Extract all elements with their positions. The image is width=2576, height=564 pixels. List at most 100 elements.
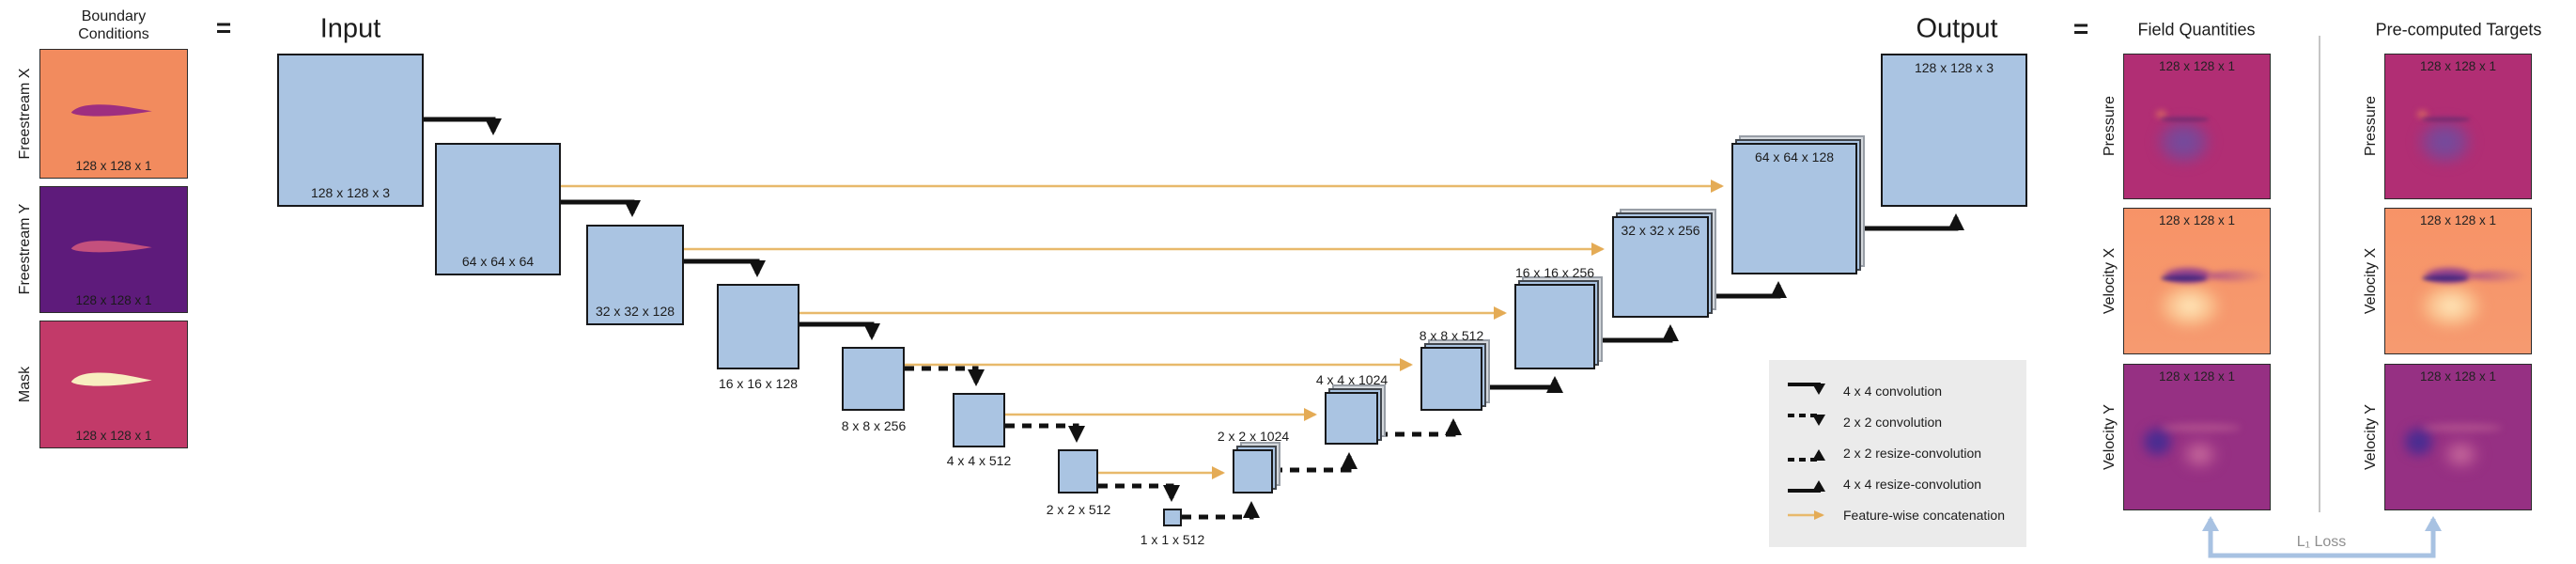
velocity-y-target-label: Velocity Y [2363, 404, 2379, 470]
velocity-x-target-dims: 128 x 128 x 1 [2419, 213, 2497, 227]
elbow-up-solid-arrow-icon [1788, 479, 1825, 493]
velocity-x-bright-glow [2147, 274, 2232, 337]
mask-label: Mask [17, 366, 33, 403]
velocity-x-field-dims: 128 x 128 x 1 [2158, 213, 2236, 227]
input-title: Input [319, 13, 381, 44]
airfoil-shape-icon [70, 103, 152, 117]
field-quantities-header: Field Quantities [2137, 20, 2256, 39]
precomputed-targets-header: Pre-computed Targets [2375, 20, 2542, 39]
unet-block-dec-32x32x256: 32 x 32 x 256 [1612, 216, 1709, 318]
block-dims: 32 x 32 x 128 [595, 304, 675, 319]
freestream-y-label: Freestream Y [17, 203, 33, 295]
unet-block-dec-64x64x128: 64 x 64 x 128 [1731, 143, 1857, 274]
block-dims: 4 x 4 x 512 [946, 453, 1012, 468]
column-divider [2319, 36, 2320, 512]
velocity-y-field-label: Velocity Y [2102, 404, 2118, 470]
unet-block-dec-2x2x1024 [1233, 449, 1273, 494]
orange-right-arrow-icon [1788, 509, 1824, 520]
unet-block-dec-4x4x1024 [1325, 392, 1378, 445]
block-dims: 1 x 1 x 512 [1140, 532, 1205, 547]
output-title: Output [1916, 13, 1998, 44]
block-dims: 2 x 2 x 512 [1046, 502, 1111, 517]
elbow-up-dashed-arrow-icon [1788, 448, 1825, 462]
velocity-x-field-label: Velocity X [2102, 247, 2118, 315]
block-dims: 128 x 128 x 3 [310, 185, 391, 200]
pressure-target-dims: 128 x 128 x 1 [2419, 59, 2497, 73]
block-dims: 128 x 128 x 3 [1914, 60, 1994, 75]
velocity-y-field-image: 128 x 128 x 1 [2123, 364, 2271, 510]
unet-block-enc-8x8x256 [842, 347, 905, 411]
block-dims: 64 x 64 x 64 [461, 254, 535, 269]
velocity-x-bright-glow [2408, 274, 2493, 337]
pressure-lobe [2147, 112, 2221, 173]
unet-block-enc-16x16x128 [717, 284, 799, 369]
velocity-y-streak [2421, 424, 2502, 431]
elbow-down-solid-arrow-icon [1788, 382, 1825, 395]
block-dims: 8 x 8 x 512 [1419, 328, 1484, 343]
l1-loss-label: L₁ Loss [2289, 534, 2354, 551]
unet-block-enc-2x2x512 [1058, 449, 1098, 494]
airfoil-edge-line [2421, 118, 2470, 122]
airfoil-shape-icon [70, 372, 152, 386]
velocity-y-field-dims: 128 x 128 x 1 [2158, 369, 2236, 384]
unet-block-enc-4x4x512 [953, 393, 1005, 447]
legend-item-resize4: 4 x 4 resize-convolution [1785, 468, 2026, 499]
pressure-field-image: 128 x 128 x 1 [2123, 54, 2271, 199]
pressure-target-image: 128 x 128 x 1 [2384, 54, 2532, 199]
legend-label: Feature-wise concatenation [1843, 507, 2005, 523]
unet-block-input-128x128x3: 128 x 128 x 3 [277, 54, 424, 207]
unet-block-bottleneck-1x1x512 [1163, 509, 1182, 526]
velocity-x-target-label: Velocity X [2363, 247, 2379, 315]
boundary-conditions-header: Boundary Conditions [78, 8, 149, 42]
block-dims: 8 x 8 x 256 [841, 418, 907, 433]
resize-conv-4x4-arrows [1482, 213, 1964, 393]
legend-label: 4 x 4 resize-convolution [1843, 476, 1982, 492]
mask-dims: 128 x 128 x 1 [75, 429, 152, 443]
legend-box: 4 x 4 convolution 2 x 2 convolution 2 x … [1769, 360, 2026, 547]
freestream-y-image: 128 x 128 x 1 [39, 186, 188, 313]
unet-block-output-128x128x3: 128 x 128 x 3 [1881, 54, 2027, 207]
airfoil-shape-icon [70, 240, 152, 252]
unet-block-enc-32x32x128: 32 x 32 x 128 [586, 225, 684, 325]
freestream-x-dims: 128 x 128 x 1 [75, 159, 152, 173]
freestream-y-dims: 128 x 128 x 1 [75, 293, 152, 307]
pressure-field-dims: 128 x 128 x 1 [2158, 59, 2236, 73]
pressure-leading-edge-glint [2153, 107, 2170, 121]
unet-block-dec-8x8x512 [1420, 347, 1482, 411]
legend-label: 4 x 4 convolution [1843, 383, 1943, 399]
velocity-x-target-image: 128 x 128 x 1 [2384, 208, 2532, 354]
unet-block-enc-64x64x64: 64 x 64 x 64 [435, 143, 561, 275]
velocity-y-pink-glow [2173, 433, 2227, 476]
block-dims: 2 x 2 x 1024 [1217, 429, 1290, 444]
velocity-x-field-image: 128 x 128 x 1 [2123, 208, 2271, 354]
block-dims: 16 x 16 x 256 [1514, 265, 1595, 280]
pressure-leading-edge-glint [2414, 107, 2431, 121]
freestream-x-image: 128 x 128 x 1 [39, 49, 188, 179]
block-dims: 16 x 16 x 128 [718, 376, 799, 391]
velocity-x-trailing-wake [2469, 271, 2528, 281]
legend-item-resize2: 2 x 2 resize-convolution [1785, 437, 2026, 468]
velocity-x-trailing-wake [2208, 271, 2267, 281]
l1-loss-bracket-arrow [2202, 516, 2442, 558]
pressure-lobe [2408, 112, 2482, 173]
block-dims: 32 x 32 x 256 [1621, 223, 1700, 238]
legend-label: 2 x 2 resize-convolution [1843, 445, 1982, 461]
conv-2x2-arrows [905, 366, 1462, 520]
unet-block-dec-16x16x256 [1514, 284, 1595, 369]
equals-sign-left: = [215, 13, 232, 42]
velocity-y-target-dims: 128 x 128 x 1 [2419, 369, 2497, 384]
elbow-down-dashed-arrow-icon [1788, 413, 1825, 426]
legend-item-conv2: 2 x 2 convolution [1785, 406, 2026, 437]
airfoil-edge-line [2160, 118, 2209, 122]
concatenation-lines [561, 180, 1724, 479]
legend-item-conv4: 4 x 4 convolution [1785, 375, 2026, 406]
velocity-x-dark-edge [2421, 274, 2469, 281]
velocity-y-target-image: 128 x 128 x 1 [2384, 364, 2532, 510]
velocity-y-pink-glow [2434, 433, 2488, 476]
equals-sign-right: = [2072, 14, 2089, 43]
mask-image: 128 x 128 x 1 [39, 321, 188, 448]
pressure-field-label: Pressure [2102, 95, 2118, 157]
freestream-x-label: Freestream X [17, 68, 33, 160]
legend-label: 2 x 2 convolution [1843, 414, 1943, 430]
